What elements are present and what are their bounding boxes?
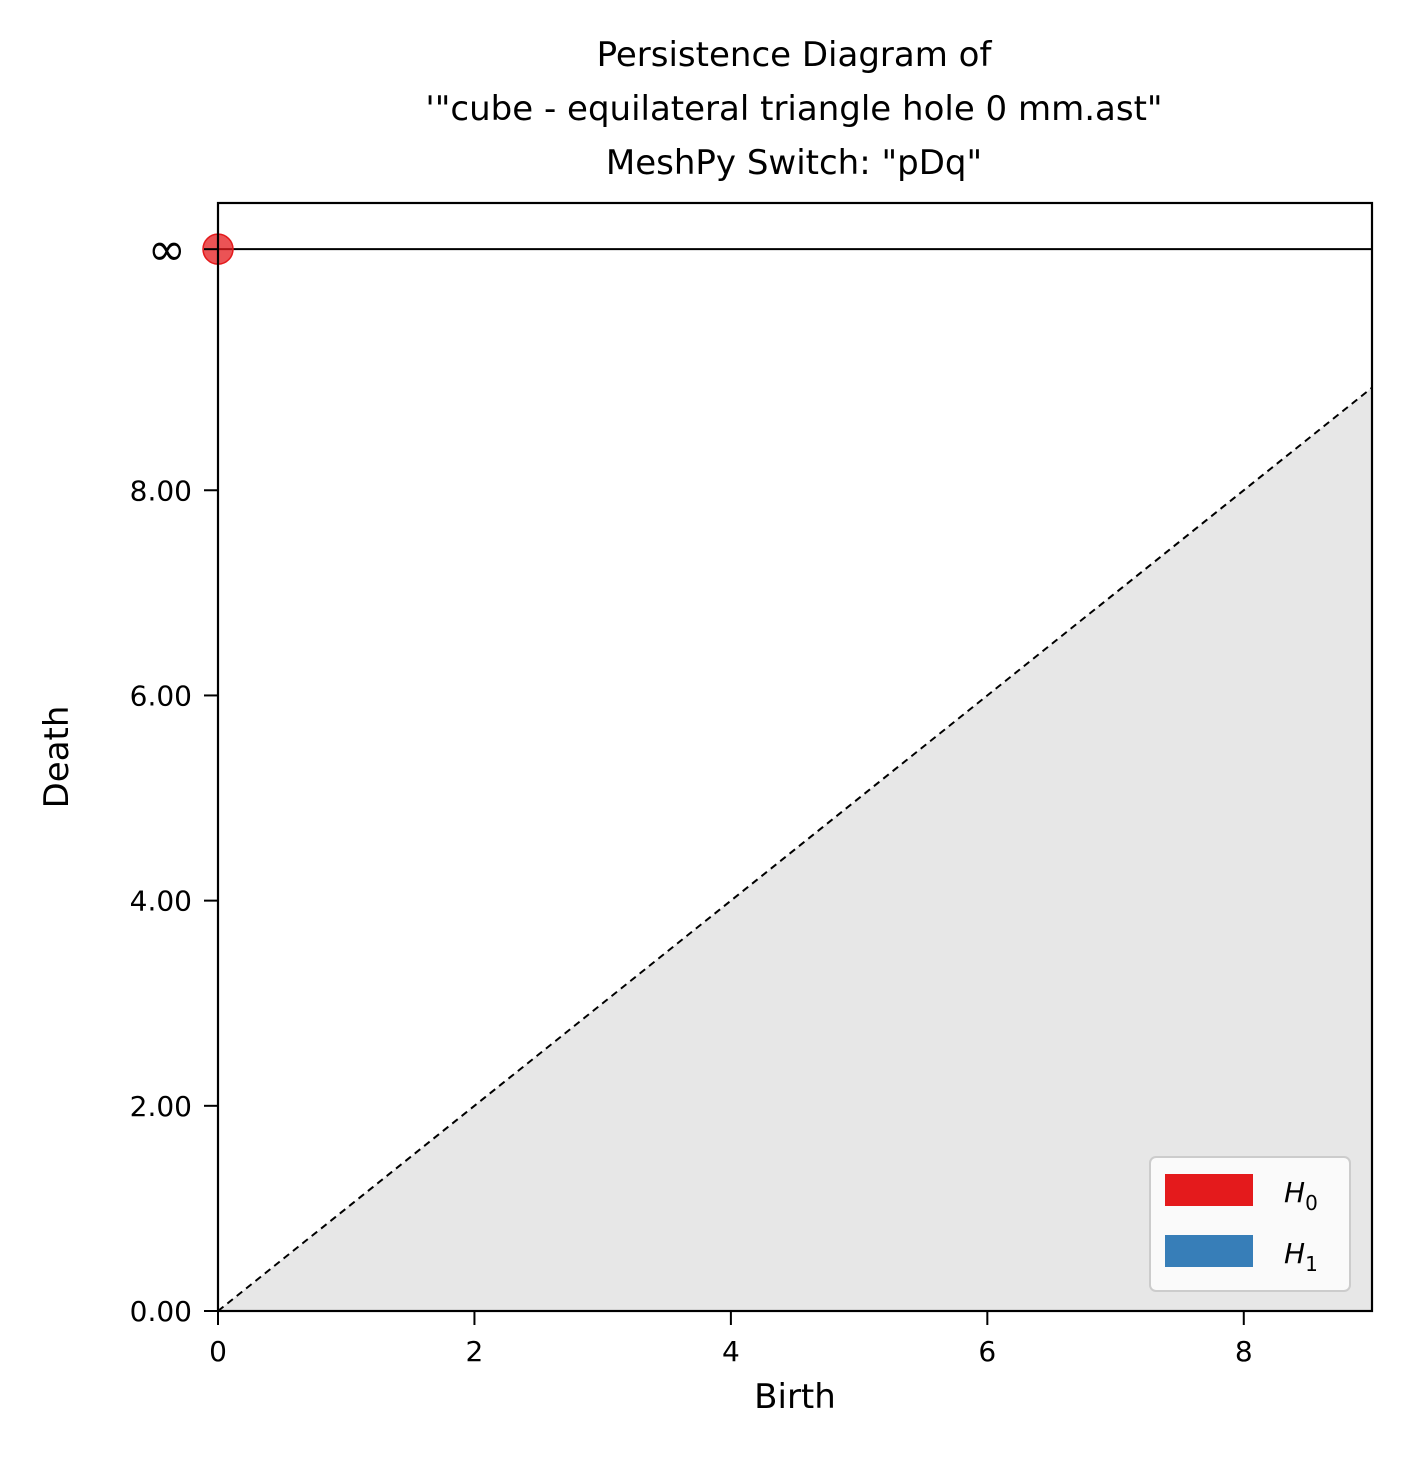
- x-tick-label: 6: [978, 1335, 996, 1368]
- legend: H0 H1: [1149, 1156, 1351, 1292]
- x-axis-label: Birth: [754, 1377, 836, 1417]
- axes-frame: [216, 201, 1374, 1313]
- y-tick-label: 0.00: [130, 1295, 192, 1328]
- y-tick-label: 4.00: [130, 885, 192, 918]
- legend-label-h0: H0: [1284, 1176, 1318, 1215]
- x-tick-label: 4: [722, 1335, 740, 1368]
- legend-swatch-h1: [1165, 1235, 1253, 1267]
- y-axis-ticks: 0.00 2.00 4.00 6.00 8.00: [130, 474, 218, 1328]
- legend-label-h1: H1: [1284, 1237, 1318, 1276]
- chart-title-line-3: MeshPy Switch: "pDq": [606, 143, 982, 183]
- x-tick-label: 0: [209, 1335, 227, 1368]
- chart-title-line-2: '"cube - equilateral triangle hole 0 mm.…: [425, 89, 1162, 129]
- x-tick-label: 8: [1235, 1335, 1253, 1368]
- chart-title-line-1: Persistence Diagram of: [597, 35, 993, 75]
- diagonal-line: [217, 386, 1373, 1312]
- y-tick-label: 2.00: [130, 1090, 192, 1123]
- legend-swatch-h0: [1165, 1174, 1253, 1206]
- y-tick-label: 8.00: [130, 474, 192, 507]
- infinity-tick-label: ∞: [148, 222, 186, 276]
- y-tick-label: 6.00: [130, 679, 192, 712]
- y-axis-label: Death: [37, 706, 77, 809]
- x-tick-label: 2: [466, 1335, 484, 1368]
- x-axis-ticks: 0 2 4 6 8: [209, 1311, 1253, 1368]
